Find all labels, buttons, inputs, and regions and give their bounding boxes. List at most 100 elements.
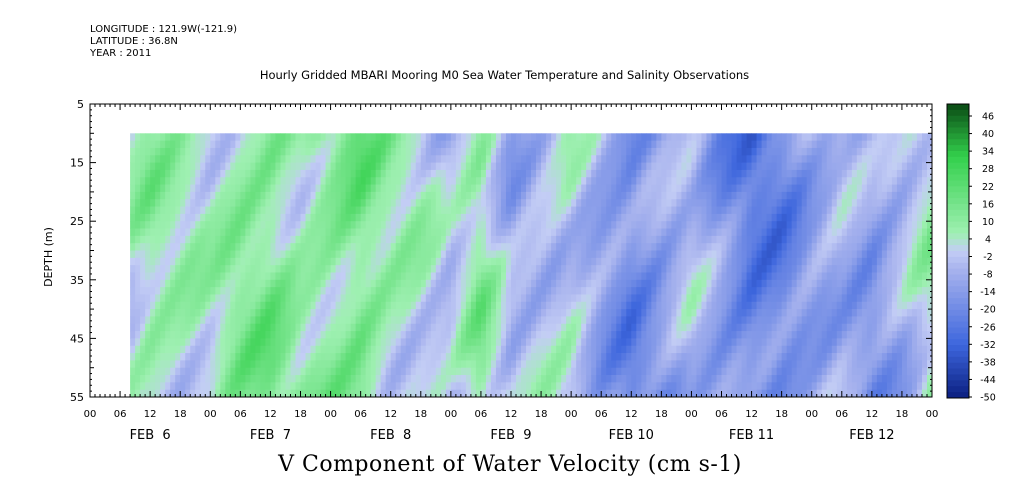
heatmap-cell (636, 375, 642, 383)
heatmap-cell (766, 301, 773, 310)
heatmap-cell (636, 213, 642, 222)
heatmap-cell (821, 199, 828, 207)
heatmap-cell (766, 345, 773, 354)
heatmap-cell (325, 147, 331, 156)
heatmap-cell (536, 140, 542, 149)
heatmap-cell (581, 272, 587, 281)
heatmap-cell (691, 345, 697, 354)
heatmap-cell (586, 353, 592, 361)
heatmap-cell (490, 367, 497, 376)
heatmap-cell (621, 140, 627, 149)
heatmap-cell (526, 133, 532, 142)
heatmap-cell (536, 389, 542, 398)
heatmap-cell (576, 221, 582, 229)
heatmap-cell (240, 389, 246, 398)
heatmap-cell (521, 389, 527, 398)
heatmap-cell (776, 287, 783, 295)
heatmap-cell (701, 345, 707, 354)
heatmap-cell (706, 338, 712, 347)
heatmap-cell (305, 345, 311, 354)
heatmap-cell (340, 323, 347, 332)
heatmap-cell (325, 250, 331, 259)
heatmap-cell (480, 133, 487, 142)
heatmap-cell (716, 301, 722, 310)
heatmap-cell (756, 221, 762, 229)
heatmap-cell (676, 331, 682, 339)
heatmap-cell (135, 265, 141, 273)
heatmap-cell (235, 162, 241, 171)
heatmap-cell (781, 316, 788, 325)
heatmap-cell (821, 301, 828, 310)
heatmap-cell (455, 140, 462, 149)
heatmap-cell (265, 228, 271, 237)
heatmap-cell (490, 257, 497, 266)
heatmap-cell (716, 389, 722, 398)
heatmap-cell (561, 257, 567, 266)
heatmap-cell (806, 206, 813, 215)
heatmap-cell (546, 191, 552, 200)
heatmap-cell (305, 323, 311, 332)
heatmap-cell (215, 353, 221, 361)
heatmap-cell (145, 155, 151, 163)
heatmap-cell (616, 155, 622, 163)
heatmap-cell (225, 257, 231, 266)
heatmap-cell (801, 309, 808, 317)
heatmap-cell (706, 191, 712, 200)
heatmap-cell (200, 375, 206, 383)
heatmap-cell (586, 199, 592, 207)
heatmap-cell (526, 235, 532, 244)
heatmap-cell (135, 323, 141, 332)
heatmap-cell (220, 184, 226, 193)
heatmap-cell (240, 228, 246, 237)
heatmap-cell (200, 272, 206, 281)
heatmap-cell (601, 235, 607, 244)
heatmap-cell (320, 228, 326, 237)
heatmap-cell (521, 265, 527, 273)
heatmap-cell (265, 331, 271, 339)
heatmap-cell (586, 191, 592, 200)
heatmap-cell (551, 133, 557, 142)
heatmap-cell (656, 243, 662, 251)
heatmap-cell (450, 235, 457, 244)
heatmap-cell (716, 140, 722, 149)
heatmap-cell (140, 353, 146, 361)
heatmap-cell (180, 323, 186, 332)
heatmap-cell (631, 375, 637, 383)
heatmap-cell (240, 272, 246, 281)
heatmap-cell (541, 367, 547, 376)
heatmap-cell (240, 155, 246, 163)
heatmap-cell (420, 191, 427, 200)
heatmap-cell (791, 382, 798, 391)
heatmap-cell (425, 316, 432, 325)
heatmap-cell (521, 272, 527, 281)
heatmap-cell (541, 250, 547, 259)
heatmap-cell (305, 331, 311, 339)
heatmap-cell (435, 331, 442, 339)
heatmap-cell (786, 367, 793, 376)
heatmap-cell (706, 353, 712, 361)
heatmap-cell (796, 162, 803, 171)
heatmap-cell (220, 323, 226, 332)
heatmap-cell (636, 206, 642, 215)
heatmap-cell (310, 301, 316, 310)
heatmap-cell (455, 265, 462, 273)
heatmap-cell (375, 279, 382, 288)
heatmap-cell (671, 272, 677, 281)
heatmap-cell (405, 323, 412, 332)
heatmap-cell (170, 353, 176, 361)
heatmap-cell (315, 206, 321, 215)
heatmap-cell (811, 316, 818, 325)
heatmap-cell (736, 338, 742, 347)
heatmap-cell (170, 345, 176, 354)
heatmap-cell (470, 199, 477, 207)
heatmap-cell (165, 140, 171, 149)
heatmap-cell (571, 184, 577, 193)
heatmap-cell (245, 309, 251, 317)
heatmap-cell (701, 235, 707, 244)
heatmap-cell (791, 199, 798, 207)
heatmap-cell (185, 323, 191, 332)
heatmap-cell (676, 272, 682, 281)
heatmap-cell (215, 177, 221, 185)
heatmap-cell (230, 265, 236, 273)
heatmap-cell (155, 331, 161, 339)
